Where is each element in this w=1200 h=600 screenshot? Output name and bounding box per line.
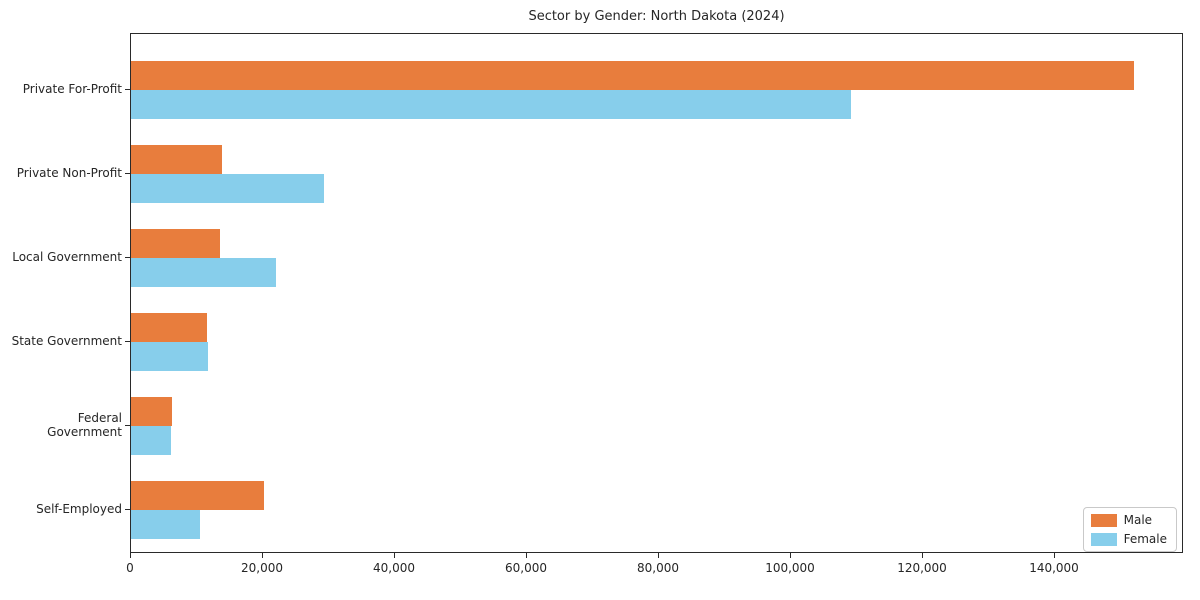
ytick-label: Private For-Profit <box>22 82 122 96</box>
legend-entry-female: Female <box>1090 532 1167 546</box>
bar-female-6 <box>131 510 200 539</box>
ytick-mark <box>125 425 130 426</box>
xtick-label: 100,000 <box>765 561 815 575</box>
legend-swatch-male <box>1090 513 1117 527</box>
ytick-mark <box>125 341 130 342</box>
bar-male-4 <box>131 313 207 342</box>
ytick-mark <box>125 257 130 258</box>
bar-female-1 <box>131 90 851 119</box>
xtick-label: 120,000 <box>897 561 947 575</box>
xtick-mark <box>526 553 527 558</box>
legend: Male Female <box>1082 507 1177 552</box>
ytick-label: Private Non-Profit <box>16 166 122 180</box>
chart-title: Sector by Gender: North Dakota (2024) <box>528 9 785 24</box>
ytick-label: State Government <box>11 334 122 348</box>
xtick-label: 20,000 <box>241 561 283 575</box>
xtick-label: 40,000 <box>373 561 415 575</box>
bar-female-4 <box>131 342 208 371</box>
xtick-label: 0 <box>126 561 134 575</box>
legend-swatch-female <box>1090 532 1117 546</box>
xtick-label: 80,000 <box>637 561 679 575</box>
bar-male-5 <box>131 397 172 426</box>
bar-male-1 <box>131 61 1134 90</box>
xtick-mark <box>394 553 395 558</box>
xtick-mark <box>1054 553 1055 558</box>
legend-entry-male: Male <box>1090 513 1167 527</box>
legend-label: Female <box>1123 532 1167 546</box>
legend-label: Male <box>1123 513 1153 527</box>
xtick-label: 60,000 <box>505 561 547 575</box>
bar-female-3 <box>131 258 276 287</box>
xtick-mark <box>130 553 131 558</box>
ytick-mark <box>125 89 130 90</box>
ytick-label: Self-Employed <box>36 502 122 516</box>
bar-male-3 <box>131 229 220 258</box>
ytick-label: Federal Government <box>47 411 122 439</box>
bar-male-2 <box>131 145 222 174</box>
bar-male-6 <box>131 481 264 510</box>
ytick-mark <box>125 509 130 510</box>
xtick-mark <box>262 553 263 558</box>
bar-female-2 <box>131 174 324 203</box>
xtick-mark <box>658 553 659 558</box>
bar-female-5 <box>131 426 171 455</box>
xtick-label: 140,000 <box>1029 561 1079 575</box>
plot-area <box>130 33 1183 553</box>
xtick-mark <box>790 553 791 558</box>
ytick-mark <box>125 173 130 174</box>
ytick-label: Local Government <box>12 250 122 264</box>
xtick-mark <box>922 553 923 558</box>
